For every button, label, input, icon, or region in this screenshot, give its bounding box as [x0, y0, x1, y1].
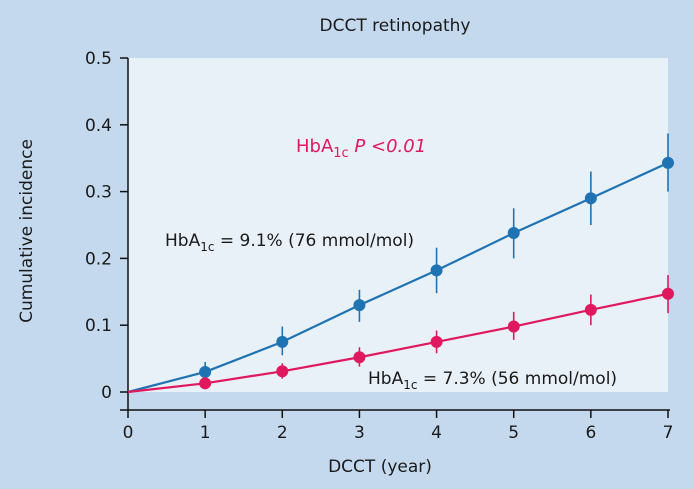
data-point: [662, 287, 674, 300]
data-point: [662, 156, 674, 169]
x-axis-label: DCCT (year): [328, 457, 432, 477]
x-tick-label: 1: [200, 423, 211, 443]
x-ticks: 0 1 2 3 4 5 6 7: [123, 410, 674, 443]
data-point: [199, 377, 212, 390]
y-tick-label: 0.5: [85, 49, 112, 69]
y-tick-label: 0: [101, 383, 112, 403]
x-tick-label: 3: [354, 423, 365, 443]
data-point: [507, 227, 520, 240]
blue-annot-sub: 1c: [200, 240, 214, 254]
p-value-base: HbA: [296, 136, 334, 157]
p-value-sub: 1c: [333, 146, 348, 161]
x-tick-label: 7: [663, 423, 674, 443]
blue-annot-base: HbA: [165, 231, 201, 251]
x-tick-label: 5: [508, 423, 519, 443]
red-annot-sub: 1c: [403, 378, 417, 392]
series-2: [127, 275, 674, 394]
y-ticks: 0 0.1 0.2 0.3 0.4 0.5: [85, 49, 128, 403]
data-point: [584, 303, 597, 316]
data-point: [430, 264, 443, 277]
data-point: [276, 365, 289, 378]
data-point: [199, 365, 212, 378]
axes: [120, 58, 670, 411]
series-layer: [127, 133, 674, 394]
blue-series-annotation: HbA1c = 9.1% (76 mmol/mol): [165, 231, 414, 254]
x-tick-label: 0: [123, 423, 134, 443]
red-series-annotation: HbA1c = 7.3% (56 mmol/mol): [368, 369, 617, 392]
y-axis-label: Cumulative incidence: [17, 139, 37, 323]
data-point: [276, 335, 289, 348]
blue-annot-rest: = 9.1% (76 mmol/mol): [214, 231, 414, 251]
series-line: [127, 292, 669, 394]
chart-title: DCCT retinopathy: [320, 16, 471, 36]
series-line: [127, 161, 669, 394]
y-tick-label: 0.4: [85, 116, 112, 136]
x-tick-label: 6: [585, 423, 596, 443]
x-tick-label: 4: [431, 423, 442, 443]
series-1: [127, 133, 674, 394]
data-point: [430, 335, 443, 348]
data-point: [353, 299, 366, 312]
y-tick-label: 0.2: [85, 249, 112, 269]
p-value-text: P <0.01: [349, 136, 426, 157]
x-tick-label: 2: [277, 423, 288, 443]
p-value-annotation: HbA1c P <0.01: [296, 136, 426, 161]
data-point: [507, 320, 520, 333]
data-point: [584, 192, 597, 205]
plot-area: [128, 58, 668, 392]
y-tick-label: 0.1: [85, 316, 112, 336]
y-tick-label: 0.3: [85, 183, 112, 203]
red-annot-base: HbA: [368, 369, 404, 389]
data-point: [353, 351, 366, 364]
red-annot-rest: = 7.3% (56 mmol/mol): [417, 369, 617, 389]
